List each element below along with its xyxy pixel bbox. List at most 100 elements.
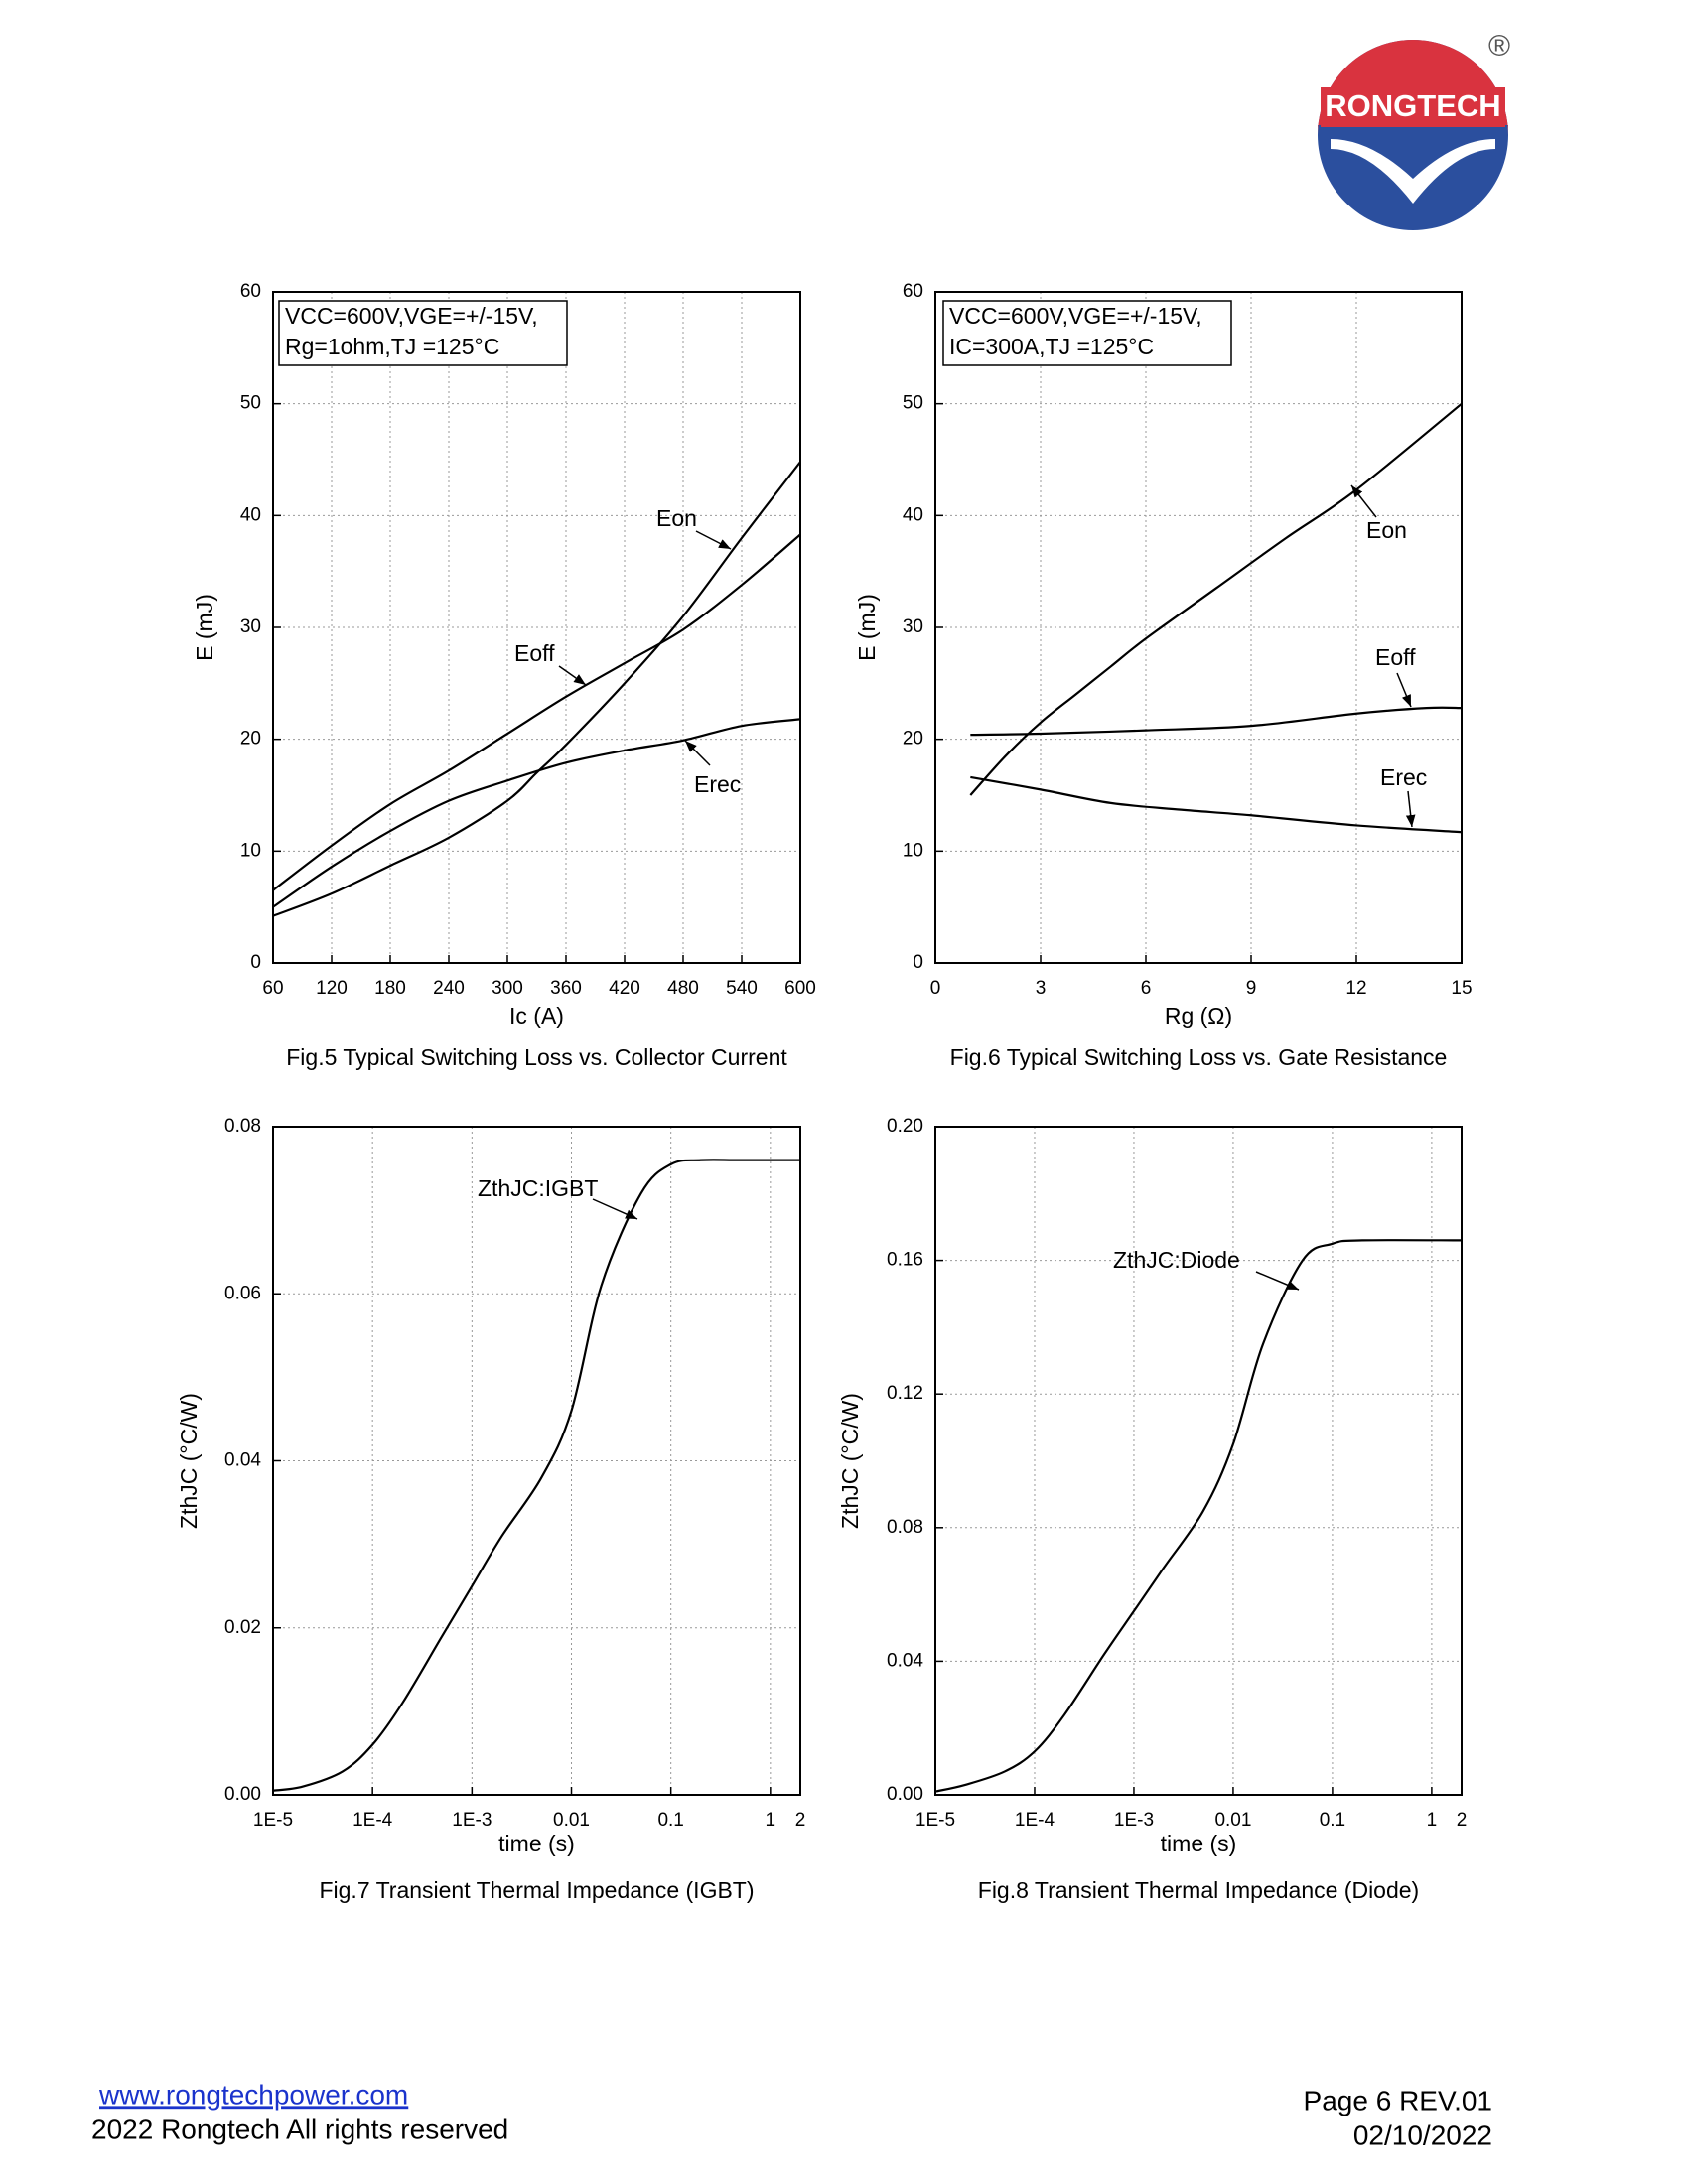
- conditions-text: VCC=600V,VGE=+/-15V,: [285, 303, 538, 329]
- y-tick-label: 20: [903, 729, 923, 750]
- x-tick-label: 0.01: [553, 1810, 590, 1831]
- chart: 0 3 6 9 12 15 0 10 20 30 40 50 60 Rg (Ω) E (mJ) Fig.6 T…: [854, 281, 1472, 1070]
- y-axis-label: ZthJC (°C/W): [176, 1393, 202, 1529]
- curve: [970, 775, 1463, 834]
- annotation-arrow: [592, 1198, 638, 1220]
- curve: [934, 1239, 1463, 1793]
- curve: [272, 1159, 800, 1792]
- curve: [272, 718, 801, 908]
- curve: [970, 706, 1463, 737]
- x-tick-label: 1E-5: [253, 1810, 293, 1831]
- y-tick-label: 0.16: [887, 1250, 923, 1271]
- copyright: 2022 Rongtech All rights reserved: [91, 2114, 508, 2144]
- x-tick-label: 1E-5: [915, 1810, 955, 1831]
- x-tick-label: 0: [930, 978, 941, 999]
- x-tick-label: 480: [667, 978, 699, 999]
- y-tick-label: 0: [913, 952, 923, 973]
- x-tick-label: 300: [492, 978, 523, 999]
- annotation-arrow: [558, 665, 587, 686]
- y-tick-label: 50: [903, 393, 923, 414]
- x-tick-label: 2: [1457, 1810, 1468, 1831]
- chart: 1E-5 1E-4 1E-3 0.01 0.1 1 2 0.00 0.02 0.04 0.06 0.0…: [176, 1116, 805, 1903]
- logo-wave: [1331, 139, 1495, 204]
- x-tick-label: 60: [262, 978, 283, 999]
- y-tick-label: 40: [903, 504, 923, 525]
- figure-caption: Fig.7 Transient Thermal Impedance (IGBT): [319, 1877, 754, 1903]
- annotation-arrow: [695, 530, 732, 550]
- y-tick-label: 0.00: [224, 1784, 261, 1805]
- y-tick-label: 60: [240, 281, 261, 302]
- y-tick-label: 0.02: [224, 1617, 261, 1638]
- x-tick-label: 600: [784, 978, 816, 999]
- website-link[interactable]: www.rongtechpower.com: [98, 2079, 408, 2110]
- curve-label: ZthJC:Diode: [1113, 1247, 1240, 1273]
- y-tick-label: 50: [240, 393, 261, 414]
- x-tick-label: 1: [766, 1810, 776, 1831]
- x-tick-label: 6: [1141, 978, 1152, 999]
- y-tick-label: 20: [240, 729, 261, 750]
- x-tick-label: 540: [726, 978, 758, 999]
- conditions-text: IC=300A,TJ =125°C: [949, 334, 1154, 359]
- figure-caption: Fig.8 Transient Thermal Impedance (Diode…: [978, 1877, 1419, 1903]
- x-tick-label: 1: [1427, 1810, 1438, 1831]
- x-axis-label: Ic (A): [509, 1003, 564, 1028]
- plot-frame: [272, 1126, 801, 1796]
- conditions-text: Rg=1ohm,TJ =125°C: [285, 334, 499, 359]
- y-tick-label: 0.08: [224, 1116, 261, 1137]
- x-tick-label: 9: [1246, 978, 1257, 999]
- curve-label: Eoff: [1375, 644, 1416, 670]
- y-tick-label: 10: [240, 840, 261, 861]
- x-tick-label: 15: [1451, 978, 1472, 999]
- curve: [272, 533, 801, 891]
- curve-label: ZthJC:IGBT: [478, 1175, 598, 1201]
- annotation-arrow: [1396, 672, 1412, 708]
- curve: [272, 461, 801, 917]
- y-axis-label: ZthJC (°C/W): [837, 1393, 863, 1529]
- x-tick-label: 12: [1345, 978, 1366, 999]
- annotation-arrow: [1405, 790, 1416, 828]
- x-tick-label: 360: [550, 978, 582, 999]
- curve: [969, 402, 1463, 796]
- annotation-arrow: [1255, 1271, 1300, 1291]
- date: 02/10/2022: [1353, 2119, 1492, 2150]
- page-number: Page 6 REV.01: [1304, 2085, 1492, 2116]
- logo: RONGTECH ®: [1318, 30, 1510, 230]
- x-tick-label: 1E-3: [452, 1810, 492, 1831]
- x-tick-label: 420: [609, 978, 640, 999]
- y-tick-label: 0.20: [887, 1116, 923, 1137]
- curve-label: Eon: [1366, 517, 1407, 543]
- x-tick-label: 0.1: [1320, 1810, 1345, 1831]
- y-tick-label: 0: [250, 952, 261, 973]
- conditions-text: VCC=600V,VGE=+/-15V,: [949, 303, 1202, 329]
- curve-label: Eon: [656, 505, 697, 531]
- x-tick-label: 1E-3: [1114, 1810, 1154, 1831]
- y-tick-label: 0.04: [887, 1650, 923, 1671]
- y-axis-label: E (mJ): [192, 594, 217, 661]
- plot-frame: [272, 291, 801, 964]
- x-tick-label: 240: [433, 978, 465, 999]
- curve-label: Erec: [694, 771, 741, 797]
- y-tick-label: 0.04: [224, 1450, 261, 1471]
- chart: 1E-5 1E-4 1E-3 0.01 0.1 1 2 0.00 0.04 0.08 0.12 0.1…: [837, 1116, 1467, 1903]
- chart: 60 120 180 240 300 360 420 480 540 600 0 10 20 30 40 50…: [192, 281, 816, 1070]
- x-tick-label: 1E-4: [1015, 1810, 1055, 1831]
- conditions-box: [278, 300, 568, 366]
- annotation-arrow: [684, 740, 711, 766]
- annotation-arrow: [1350, 484, 1377, 518]
- curve-label: Erec: [1380, 764, 1427, 790]
- x-axis-label: time (s): [498, 1831, 575, 1856]
- y-tick-label: 0.06: [224, 1283, 261, 1303]
- figure-caption: Fig.5 Typical Switching Loss vs. Collect…: [286, 1044, 787, 1070]
- y-tick-label: 10: [903, 840, 923, 861]
- y-tick-label: 60: [903, 281, 923, 302]
- y-axis-label: E (mJ): [854, 594, 880, 661]
- figure-caption: Fig.6 Typical Switching Loss vs. Gate Re…: [950, 1044, 1448, 1070]
- registered-mark: ®: [1488, 30, 1510, 63]
- x-tick-label: 1E-4: [352, 1810, 393, 1831]
- x-tick-label: 0.01: [1214, 1810, 1251, 1831]
- x-tick-label: 0.1: [657, 1810, 683, 1831]
- y-tick-label: 30: [240, 616, 261, 637]
- plot-frame: [934, 1126, 1463, 1796]
- curve-label: Eoff: [514, 640, 555, 666]
